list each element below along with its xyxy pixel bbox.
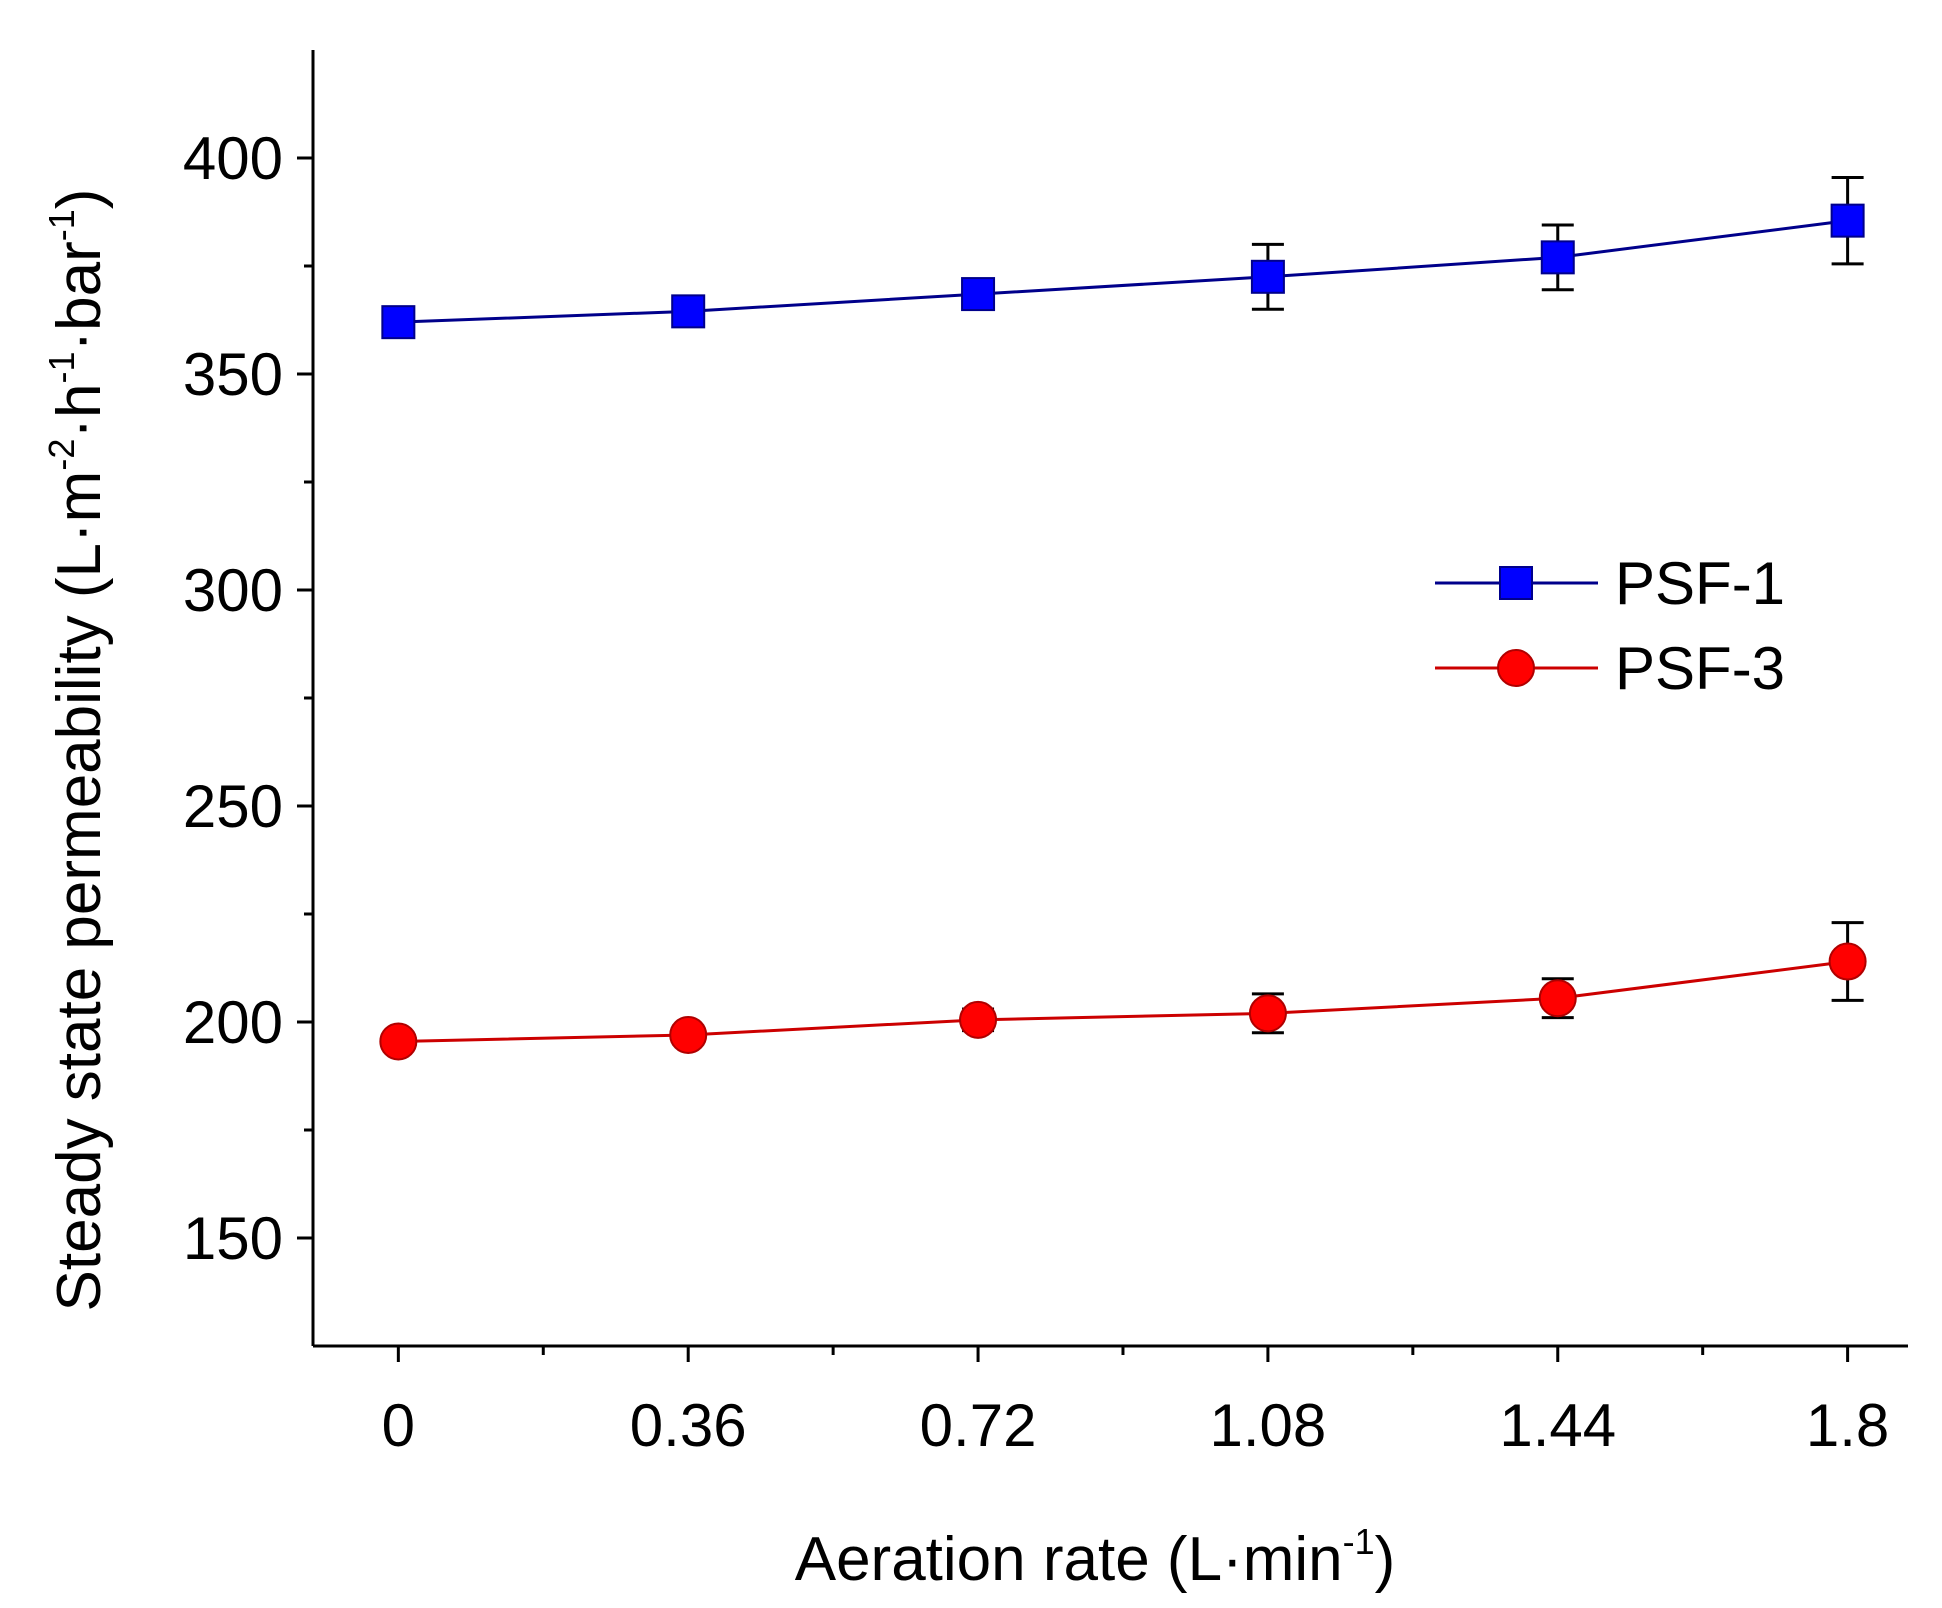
legend-item-psf-1: PSF-1 <box>1435 550 1785 617</box>
data-point <box>959 1000 998 1039</box>
data-point <box>381 305 416 340</box>
data-point <box>1538 979 1577 1018</box>
x-tick-label: 0.36 <box>630 1392 747 1459</box>
x-axis-title: Aeration rate (L·min-1) <box>795 1521 1396 1594</box>
legend-label: PSF-1 <box>1615 550 1785 617</box>
plot-area <box>379 175 1867 1061</box>
data-point <box>1250 259 1285 294</box>
series-line <box>398 219 1848 324</box>
x-tick-label: 1.44 <box>1499 1392 1616 1459</box>
y-tick-label: 200 <box>183 989 283 1056</box>
data-point <box>379 1022 418 1061</box>
legend-label: PSF-3 <box>1615 635 1785 702</box>
data-point <box>669 1015 708 1054</box>
y-tick-label: 150 <box>183 1205 283 1272</box>
series-psf-1 <box>381 175 1865 340</box>
y-axis-title: Steady state permeability (L·m-2·h-1·bar… <box>41 189 114 1312</box>
x-tick-label: 1.08 <box>1210 1392 1327 1459</box>
x-tick-label: 0 <box>382 1392 415 1459</box>
data-point <box>1828 942 1867 981</box>
data-point <box>671 294 706 329</box>
legend-item-psf-3: PSF-3 <box>1435 635 1785 702</box>
legend-marker <box>1497 649 1535 687</box>
series-psf-3 <box>379 921 1867 1061</box>
y-tick-label: 350 <box>183 341 283 408</box>
data-point <box>1248 994 1287 1033</box>
legend: PSF-1 PSF-3 <box>1435 550 1785 702</box>
data-point <box>1830 203 1865 238</box>
y-tick-label: 250 <box>183 773 283 840</box>
series-line <box>398 960 1848 1043</box>
y-tick-label: 300 <box>183 557 283 624</box>
legend-marker <box>1499 566 1533 600</box>
y-axis-ticks: 150 200 250 300 350 400 <box>183 125 313 1272</box>
data-point <box>961 277 996 312</box>
x-axis-ticks: 0 0.36 0.72 1.08 1.44 1.8 <box>382 1346 1889 1459</box>
y-tick-label: 400 <box>183 125 283 192</box>
x-tick-label: 0.72 <box>920 1392 1037 1459</box>
data-point <box>1540 240 1575 275</box>
x-tick-label: 1.8 <box>1806 1392 1889 1459</box>
